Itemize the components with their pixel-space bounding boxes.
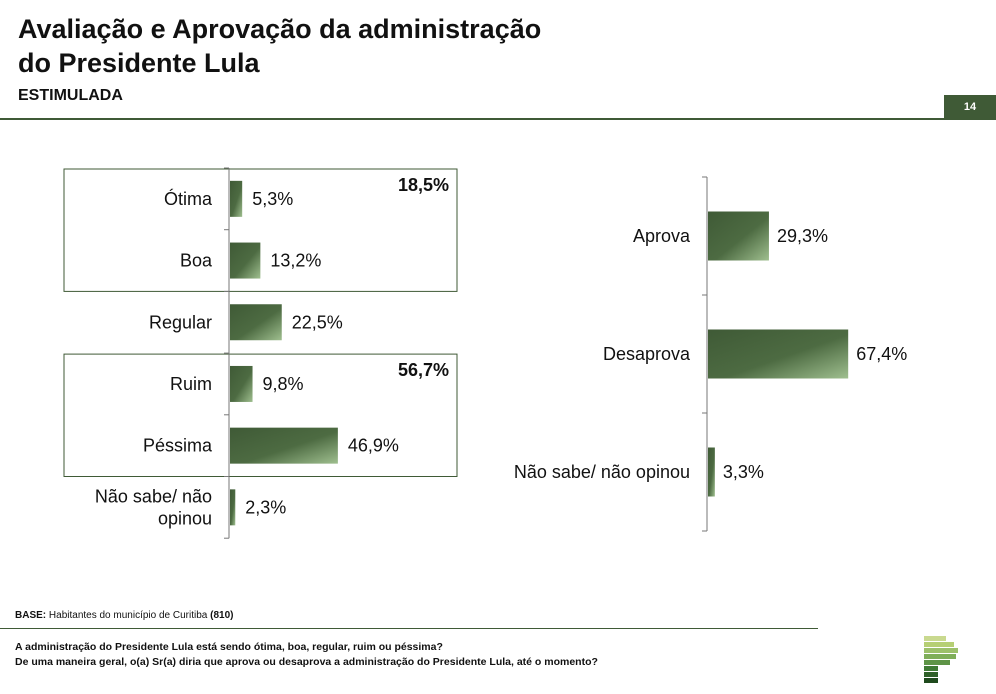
question-1: A administração do Presidente Lula está … bbox=[15, 641, 443, 653]
title-line-1: Avaliação e Aprovação da administração bbox=[18, 14, 542, 44]
group-box-1 bbox=[63, 168, 458, 292]
bar-desaprova bbox=[708, 329, 849, 379]
base-count: (810) bbox=[210, 610, 234, 621]
bar-regular bbox=[230, 304, 282, 341]
bar-boa bbox=[230, 242, 261, 279]
value-label-regular: 22,5% bbox=[292, 312, 343, 332]
base-note: BASE: Habitantes do município de Curitib… bbox=[15, 610, 233, 621]
category-label-aprova: Aprova bbox=[633, 226, 691, 246]
value-label-desaprova: 67,4% bbox=[856, 344, 907, 364]
category-label-desaprova: Desaprova bbox=[603, 344, 691, 364]
category-label-boa: Boa bbox=[180, 251, 213, 271]
value-label-nao-sabe-nao-opinou: 2,3% bbox=[245, 497, 286, 517]
category-label-otima: Ótima bbox=[164, 188, 213, 209]
bar-nao-sabe-nao-opinou bbox=[230, 489, 236, 526]
value-label-otima: 5,3% bbox=[252, 189, 293, 209]
value-label-boa: 13,2% bbox=[270, 251, 321, 271]
question-text: A administração do Presidente Lula está … bbox=[15, 640, 598, 670]
page-title: Avaliação e Aprovação da administração d… bbox=[18, 12, 541, 80]
category-label-regular: Regular bbox=[149, 312, 212, 332]
value-label-aprova: 29,3% bbox=[777, 226, 828, 246]
group-total-label-2: 56,7% bbox=[398, 360, 449, 380]
base-label: BASE: bbox=[15, 610, 47, 621]
page-subtitle: ESTIMULADA bbox=[18, 87, 123, 104]
bar-otima bbox=[230, 180, 243, 217]
bar-ruim bbox=[230, 365, 253, 402]
header-divider bbox=[0, 118, 996, 120]
bar-aprova bbox=[708, 211, 769, 261]
company-logo bbox=[924, 636, 958, 683]
footer-divider bbox=[0, 628, 818, 629]
approval-chart: Aprova 29,3% Desaprova 67,4% Não sabe/ não o… bbox=[514, 176, 907, 532]
category-label-pessima: Péssima bbox=[143, 436, 213, 456]
base-text: Habitantes do município de Curitiba bbox=[48, 610, 208, 621]
group-box-2 bbox=[63, 353, 458, 478]
category-label-nao-sabe-nao-opinou: Não sabe/ não opinou bbox=[95, 486, 212, 528]
category-label-nao-sabe-nao-opinou: Não sabe/ não opinou bbox=[514, 462, 690, 482]
category-label-ruim: Ruim bbox=[170, 374, 212, 394]
bar-pessima bbox=[230, 427, 338, 464]
value-label-ruim: 9,8% bbox=[263, 374, 304, 394]
value-label-pessima: 46,9% bbox=[348, 436, 399, 456]
group-total-label-1: 18,5% bbox=[398, 175, 449, 195]
page-number-badge: 14 bbox=[944, 95, 996, 119]
rating-chart: 18,5% 56,7% Ótima 5,3% Boa 13,2% Regular 22,5% R… bbox=[63, 167, 458, 539]
title-line-2: do Presidente Lula bbox=[18, 48, 260, 78]
value-label-nao-sabe-nao-opinou: 3,3% bbox=[723, 462, 764, 482]
bar-nao-sabe-nao-opinou bbox=[708, 447, 715, 497]
question-2: De uma maneira geral, o(a) Sr(a) diria q… bbox=[15, 656, 598, 668]
